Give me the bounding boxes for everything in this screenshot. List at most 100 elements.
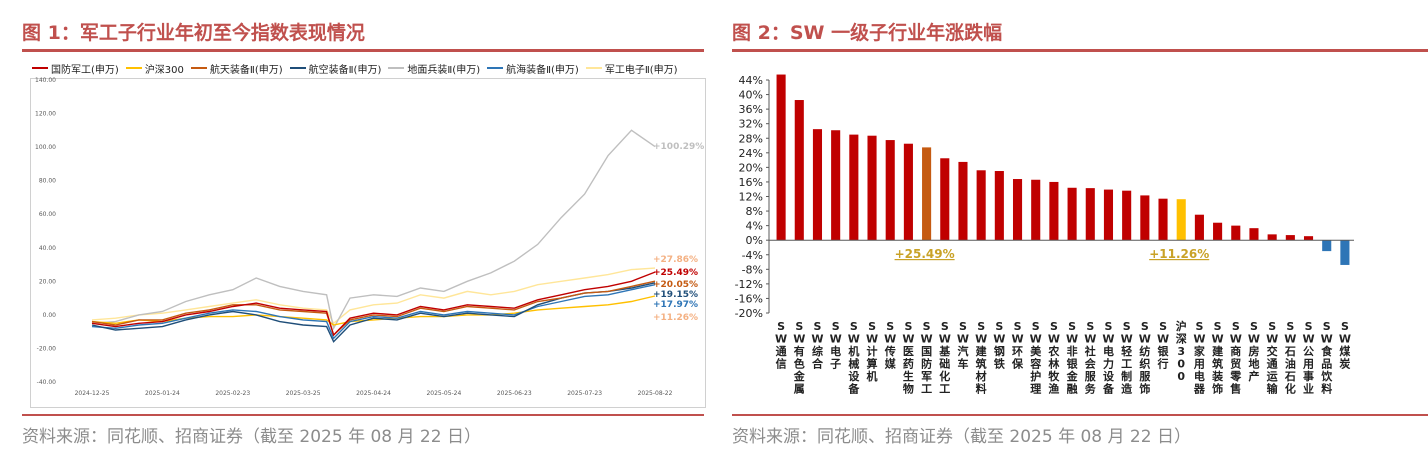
y-tick-label: 0.00	[43, 312, 57, 319]
category-label: S W 基础化工	[938, 320, 951, 396]
bottom-rule	[732, 414, 1428, 416]
category-label: S W 环保	[1011, 320, 1024, 371]
x-tick-label: 2025-02-23	[215, 390, 250, 397]
category-label: S W 房地产	[1248, 320, 1260, 383]
y-tick-label: 8%	[746, 205, 763, 218]
figure-1-title: 图 1：军工子行业年初至今指数表现情况	[22, 22, 365, 44]
end-value-label: +17.97%	[653, 300, 698, 310]
y-tick-label: 44%	[739, 74, 763, 87]
bar	[1213, 222, 1223, 241]
legend-label: 沪深300	[144, 64, 184, 76]
bar	[1012, 179, 1023, 241]
bar	[1285, 235, 1295, 241]
y-tick-label: -8%	[742, 263, 763, 276]
line-chart-legend: 国防军工(申万) 沪深300 航天装备Ⅱ(申万) 航空装备Ⅱ(申万) 地面兵装Ⅱ(申万)…	[32, 60, 685, 76]
legend-item: 军工电子Ⅱ(申万)	[585, 61, 678, 76]
category-label: S W 商贸零售	[1229, 320, 1242, 396]
bar	[1103, 189, 1114, 241]
y-tick-label: 4%	[746, 220, 763, 233]
category-label: S W 银行	[1157, 320, 1170, 371]
x-tick-label: 2024-12-25	[75, 390, 110, 397]
bar	[1340, 240, 1350, 265]
category-label: S W 计算机	[866, 320, 879, 383]
category-label: S W 通信	[775, 320, 787, 371]
category-label: S W 轻工制造	[1121, 320, 1134, 396]
legend-label: 国防军工(申万)	[51, 64, 119, 76]
category-label: S W 非银金融	[1066, 320, 1079, 396]
line-chart-frame	[30, 78, 706, 408]
y-tick-label: 28%	[739, 132, 763, 145]
bar	[1049, 181, 1059, 241]
category-label: S W 传媒	[884, 320, 897, 371]
legend-label: 军工电子Ⅱ(申万)	[604, 64, 678, 76]
series-line	[91, 129, 656, 331]
figure-2-title: 图 2：SW 一级子行业年涨跌幅	[732, 22, 1003, 44]
end-value-label: +100.29%	[653, 142, 704, 152]
legend-item: 沪深300	[125, 61, 184, 76]
category-label: S W 电子	[830, 320, 842, 371]
y-tick-label: 80.00	[39, 178, 56, 185]
category-label: S W 医药生物	[902, 320, 914, 396]
legend-swatch	[190, 67, 207, 69]
y-tick-label: 20.00	[39, 278, 56, 285]
y-tick-label: -20.00	[37, 345, 57, 352]
figure-2-source: 资料来源：同花顺、招商证券（截至 2025 年 08 月 22 日）	[732, 427, 1191, 447]
bottom-rule	[22, 414, 704, 416]
bar	[1267, 234, 1277, 241]
category-label: S W 建筑装饰	[1211, 320, 1224, 396]
bar	[1194, 214, 1204, 241]
legend-swatch	[585, 67, 602, 69]
bar	[1158, 198, 1168, 241]
x-tick-label: 2025-04-24	[356, 390, 391, 397]
bar	[867, 135, 877, 241]
y-tick-label: 24%	[739, 147, 763, 160]
bar	[831, 130, 841, 241]
x-tick-label: 2025-03-25	[286, 390, 321, 397]
category-label: S W 钢铁	[993, 320, 1005, 371]
bar-annotation: +11.26%	[1149, 247, 1209, 261]
bar	[1249, 228, 1259, 241]
bar	[1067, 187, 1077, 241]
series-line	[91, 267, 656, 325]
y-tick-label: 100.00	[35, 144, 56, 151]
bar	[812, 129, 823, 241]
bar	[1140, 195, 1150, 241]
category-label: S W 有色金属	[793, 320, 806, 396]
y-tick-label: 120.00	[35, 111, 56, 118]
bar	[1085, 188, 1095, 241]
category-label: S W 交通运输	[1266, 320, 1279, 396]
y-tick-label: 0%	[746, 234, 763, 247]
y-tick-label: 40%	[739, 89, 763, 102]
bar-chart: -20%-16%-12%-8%-4%0%4%8%12%16%20%24%28%3…	[735, 74, 1354, 396]
bar	[885, 140, 895, 241]
y-tick-label: 20%	[739, 161, 763, 174]
legend-swatch	[487, 67, 504, 69]
category-label: S W 社会服务	[1084, 320, 1097, 396]
title-rule	[22, 49, 704, 52]
x-tick-label: 2025-07-23	[567, 390, 602, 397]
y-tick-label: 40.00	[39, 245, 56, 252]
series-line	[91, 271, 656, 337]
legend-label: 地面兵装Ⅱ(申万)	[407, 64, 481, 76]
category-label: S W 机械设备	[847, 320, 860, 396]
bar	[994, 171, 1004, 241]
category-label: S W 建筑材料	[975, 320, 988, 396]
series-line	[91, 284, 656, 340]
y-tick-label: -16%	[735, 292, 763, 305]
end-value-label: +25.49%	[653, 268, 698, 278]
line-chart: -40.00 -20.00 0.00 20.00 40.00 60.00 80.00 100.…	[35, 77, 704, 397]
y-tick-label: 16%	[739, 176, 763, 189]
x-tick-label: 2025-06-23	[497, 390, 532, 397]
bar	[1322, 240, 1332, 252]
figure-1-source: 资料来源：同花顺、招商证券（截至 2025 年 08 月 22 日）	[22, 427, 481, 447]
y-tick-label: -40.00	[37, 379, 57, 386]
bar	[776, 74, 786, 241]
y-tick-label: 60.00	[39, 211, 56, 218]
legend-swatch	[125, 67, 142, 69]
y-tick-label: -4%	[742, 249, 763, 262]
legend-item: 航空装备Ⅱ(申万)	[289, 61, 381, 76]
category-label: S W 农林牧渔	[1047, 320, 1060, 396]
legend-item: 国防军工(申万)	[32, 61, 119, 76]
category-label: S W 电力设备	[1102, 320, 1115, 396]
series-line	[91, 282, 656, 343]
